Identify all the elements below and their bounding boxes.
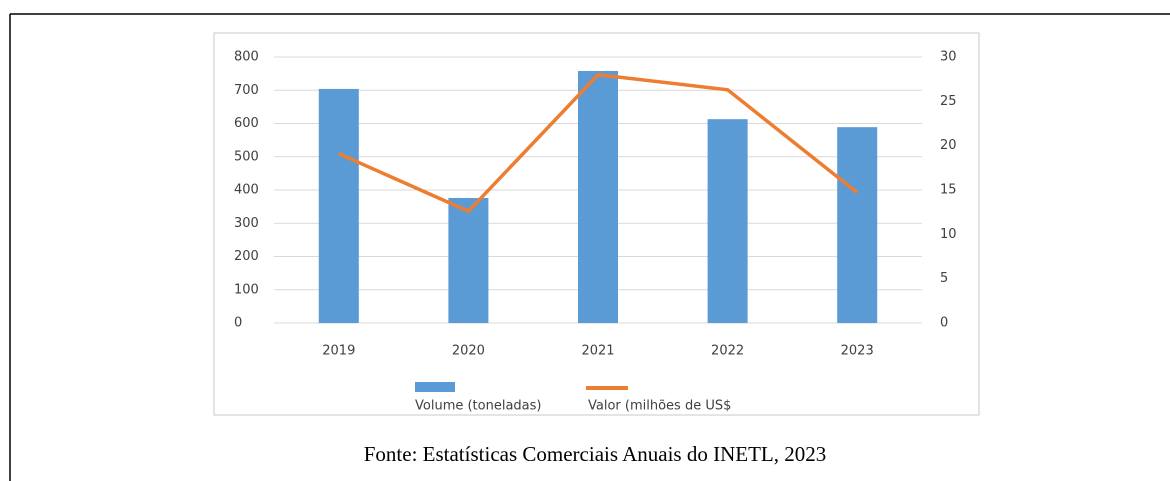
y2-tick-label: 15 — [940, 183, 957, 198]
x-tick-label: 2019 — [322, 344, 355, 359]
x-tick-label: 2022 — [711, 344, 744, 359]
y-tick-label: 200 — [234, 249, 259, 264]
x-tick-label: 2021 — [581, 344, 614, 359]
y-tick-label: 800 — [234, 50, 259, 65]
y2-tick-label: 20 — [940, 138, 957, 153]
bar — [448, 197, 489, 323]
y2-tick-label: 10 — [940, 227, 957, 242]
x-tick-label: 2020 — [452, 344, 485, 359]
y-tick-label: 500 — [234, 149, 259, 164]
y-tick-label: 600 — [234, 116, 259, 131]
bar — [707, 119, 748, 324]
legend-label: Valor (milhões de US$ — [588, 399, 731, 414]
bar — [318, 88, 359, 323]
y2-tick-label: 5 — [940, 271, 948, 286]
y2-tick-label: 30 — [940, 50, 957, 65]
bar — [578, 70, 618, 323]
y-tick-label: 0 — [234, 316, 242, 331]
bar — [837, 127, 878, 323]
y-tick-label: 700 — [234, 83, 259, 98]
caption: Fonte: Estatísticas Comerciais Anuais do… — [364, 442, 827, 466]
legend-label: Volume (toneladas) — [415, 399, 541, 414]
y-tick-label: 300 — [234, 216, 259, 231]
y-tick-label: 100 — [234, 282, 259, 297]
y-tick-label: 400 — [234, 183, 259, 198]
y2-tick-label: 25 — [940, 94, 957, 109]
x-tick-label: 2023 — [841, 344, 874, 359]
legend-swatch — [415, 382, 455, 392]
line — [338, 72, 859, 214]
y2-tick-label: 0 — [940, 316, 948, 331]
